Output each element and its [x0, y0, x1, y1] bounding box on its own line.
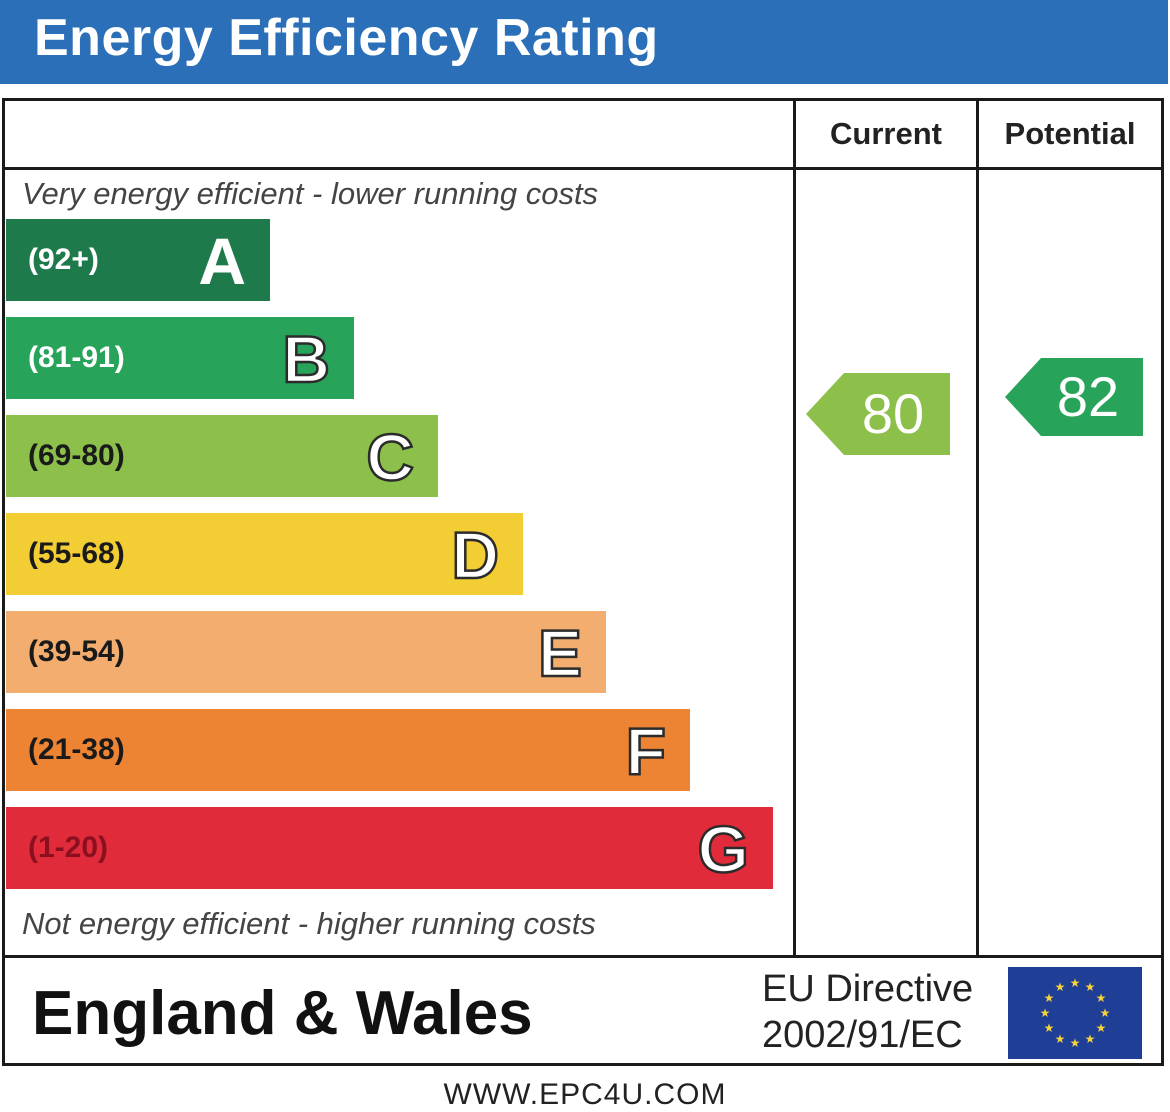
- directive-line-1: EU Directive: [762, 968, 974, 1010]
- band-range-label: (81-91): [28, 341, 125, 374]
- band-range-label: (39-54): [28, 635, 125, 668]
- footer-divider: [4, 955, 1164, 958]
- eu-flag-stars: ★ ★★★★★★★★★★★: [1040, 976, 1111, 1050]
- eu-star-icon: ★: [1100, 1006, 1111, 1020]
- band-range-label: (1-20): [28, 831, 109, 864]
- eu-directive: EU Directive 2002/91/EC: [762, 966, 973, 1058]
- rating-frame: [2, 98, 1164, 1066]
- band-d: (55-68) D: [6, 513, 523, 595]
- potential-column-header: Potential: [1004, 116, 1136, 151]
- eu-star-icon: ★: [1055, 1032, 1066, 1046]
- band-range-label: (92+): [28, 243, 99, 276]
- eu-star-icon: ★: [1070, 1036, 1081, 1050]
- current-rating-arrow: 80: [806, 373, 950, 455]
- current-column-divider: [793, 100, 796, 957]
- current-column-header: Current: [830, 116, 942, 151]
- band-b: (81-91) B: [6, 317, 354, 399]
- band-letter: E: [537, 615, 584, 692]
- bottom-note: Not energy efficient - higher running co…: [22, 906, 596, 941]
- band-f: (21-38) F: [6, 709, 690, 791]
- potential-rating-value: 82: [1056, 365, 1120, 428]
- eu-star-icon: ★: [1085, 1032, 1096, 1046]
- band-letter: B: [281, 321, 331, 398]
- band-letter: F: [624, 713, 667, 790]
- band-range-label: (21-38): [28, 733, 125, 766]
- chart-title: Energy Efficiency Rating: [34, 9, 659, 67]
- eu-star-icon: ★: [1070, 976, 1081, 990]
- header-divider: [4, 167, 1164, 170]
- website-url: WWW.EPC4U.COM: [443, 1078, 727, 1111]
- region-label: England & Wales: [32, 979, 533, 1048]
- eu-star-icon: ★: [1044, 1021, 1055, 1035]
- eu-star-icon: ★: [1096, 991, 1107, 1005]
- band-range-label: (69-80): [28, 439, 125, 472]
- eu-star-icon: ★: [1085, 980, 1096, 994]
- top-note: Very energy efficient - lower running co…: [22, 176, 599, 211]
- band-range-label: (55-68): [28, 537, 125, 570]
- current-rating-value: 80: [861, 382, 925, 445]
- band-letter: G: [696, 811, 750, 888]
- potential-column-divider: [976, 100, 979, 957]
- band-e: (39-54) E: [6, 611, 606, 693]
- band-a: (92+) A: [6, 219, 270, 301]
- band-g: (1-20) G: [6, 807, 773, 889]
- directive-line-2: 2002/91/EC: [762, 1014, 963, 1056]
- eu-star-icon: ★: [1040, 1006, 1051, 1020]
- eu-star-icon: ★: [1096, 1021, 1107, 1035]
- band-c: (69-80) C: [6, 415, 438, 497]
- current-arrow-shape: [806, 373, 950, 455]
- title-bar: Energy Efficiency Rating: [0, 0, 1168, 84]
- band-letter: D: [450, 517, 500, 594]
- potential-rating-arrow: 82: [1005, 358, 1143, 440]
- eu-star-icon: ★: [1055, 980, 1066, 994]
- eu-star-icon: ★: [1044, 991, 1055, 1005]
- band-letter: A: [198, 224, 246, 298]
- eu-flag-icon: ★ ★ ★ ★ ★ ★ ★ ★ ★ ★ ★ ★: [1008, 967, 1142, 1059]
- potential-arrow-shape: [1005, 358, 1143, 436]
- band-letter: C: [365, 419, 415, 496]
